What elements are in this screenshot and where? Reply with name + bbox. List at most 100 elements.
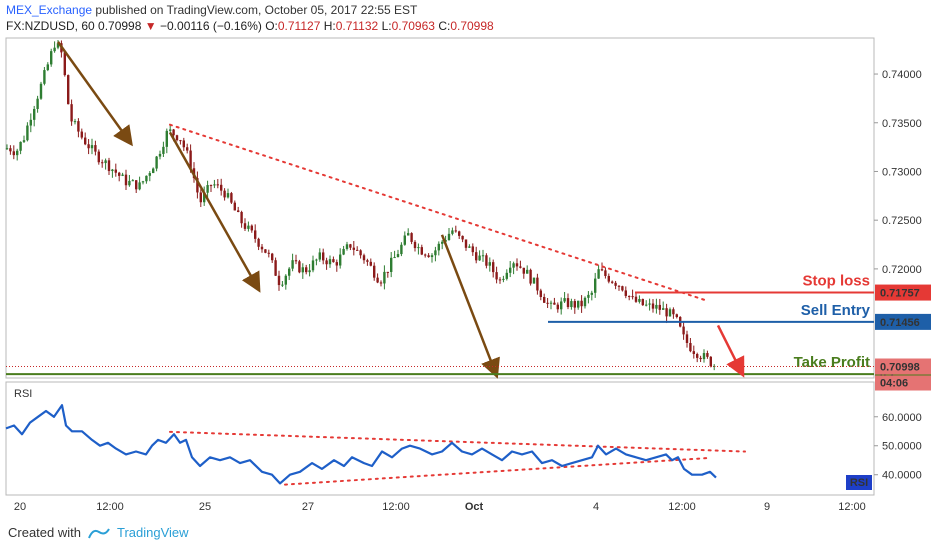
candle-body — [39, 83, 43, 99]
candle-body — [522, 267, 525, 274]
candle-body — [478, 255, 481, 261]
candle-body — [492, 262, 495, 273]
candle-body — [12, 151, 15, 156]
candle-body — [675, 314, 678, 318]
time-tick-label: 25 — [199, 501, 211, 513]
candle-body — [607, 275, 610, 282]
created-with-text: Created with — [8, 525, 81, 540]
high-label: H: — [323, 19, 336, 33]
price-pane-border — [5, 37, 875, 379]
candle-body — [257, 238, 260, 247]
candle-body — [573, 301, 576, 308]
candle-body — [220, 184, 223, 191]
candle-body — [471, 246, 474, 253]
candle-body — [209, 185, 213, 187]
candle-body — [495, 272, 498, 280]
candle-body — [94, 145, 97, 152]
candle-body — [430, 255, 434, 258]
candle-body — [189, 150, 192, 169]
time-tick-label: 12:00 — [96, 501, 124, 513]
candle-body — [437, 243, 440, 251]
candle-body — [56, 43, 60, 48]
candle-body — [532, 277, 536, 284]
candle-body — [230, 193, 233, 203]
rsi-layer: RSI RSI — [5, 388, 872, 490]
candle-body — [505, 272, 508, 279]
candle-body — [301, 267, 304, 273]
candle-body — [186, 147, 189, 151]
candle-body — [281, 284, 284, 286]
candle-body — [509, 267, 512, 273]
time-tick-label: Oct — [465, 501, 484, 513]
candle-body — [662, 308, 665, 310]
price-tick-label: 0.72500 — [882, 215, 922, 227]
candle-body — [390, 257, 393, 272]
candle-body — [628, 295, 631, 297]
low-label: L: — [381, 19, 392, 33]
candle-body — [386, 271, 389, 273]
rsi-pane-border — [5, 381, 875, 496]
tradingview-logo-icon — [88, 527, 110, 538]
rsi-badge — [846, 475, 872, 490]
candle-body — [349, 244, 352, 248]
candle-body — [706, 353, 709, 357]
candle-body — [121, 174, 124, 176]
candle-body — [5, 148, 9, 150]
take-profit-label: Take Profit — [794, 354, 870, 371]
candle-body — [247, 225, 250, 229]
candle-body — [468, 246, 471, 248]
candle-body — [648, 303, 651, 305]
candle-body — [420, 247, 423, 255]
candle-body — [614, 282, 617, 286]
candle-body — [536, 277, 539, 291]
candle-body — [240, 211, 243, 224]
candle-body — [73, 121, 77, 123]
candle-body — [114, 169, 117, 173]
candle-body — [379, 282, 383, 284]
candle-body — [699, 357, 702, 360]
candle-body — [689, 342, 692, 352]
candle-body — [475, 252, 478, 261]
candle-body — [33, 108, 36, 120]
sell-entry-label: Sell Entry — [801, 302, 871, 319]
footer: Created with TradingView — [8, 525, 189, 540]
time-tick-label: 12:00 — [382, 501, 410, 513]
candle-body — [560, 301, 563, 310]
candle-body — [84, 137, 87, 145]
ohlc-legend: FX:NZDUSD, 60 0.70998 ▼ −0.00116 (−0.16%… — [6, 19, 494, 33]
price-tick-label: 0.73500 — [882, 118, 922, 130]
candle-body — [158, 153, 162, 157]
author-link[interactable]: MEX_Exchange — [6, 3, 93, 17]
candle-body — [481, 255, 485, 257]
candle-body — [152, 168, 155, 174]
countdown-badge — [875, 375, 931, 391]
candle-body — [308, 270, 311, 273]
candle-body — [631, 296, 634, 298]
open-value: 0.71127 — [277, 19, 321, 33]
candle-body — [563, 298, 566, 302]
candle-body — [410, 233, 413, 242]
candle-body — [424, 254, 427, 256]
candle-body — [702, 353, 706, 360]
candle-body — [590, 292, 593, 295]
candle-body — [233, 202, 236, 211]
candle-body — [50, 51, 53, 65]
candle-body — [196, 178, 199, 193]
tradingview-brand-link[interactable]: TradingView — [116, 525, 189, 540]
candle-body — [16, 150, 19, 156]
price-tick-label: 0.72000 — [882, 264, 922, 276]
candle-body — [577, 300, 580, 308]
candle-body — [549, 302, 553, 304]
candle-body — [383, 271, 386, 284]
candle-body — [291, 260, 294, 269]
candle-body — [107, 160, 111, 172]
candle-body — [175, 135, 179, 141]
candle-body — [124, 174, 128, 186]
candle-body — [145, 175, 148, 182]
price-tick-label: 0.74000 — [882, 69, 922, 81]
candle-body — [311, 260, 315, 271]
candle-body — [213, 184, 216, 186]
candle-body — [63, 52, 66, 76]
down-triangle-icon: ▼ — [144, 19, 157, 33]
